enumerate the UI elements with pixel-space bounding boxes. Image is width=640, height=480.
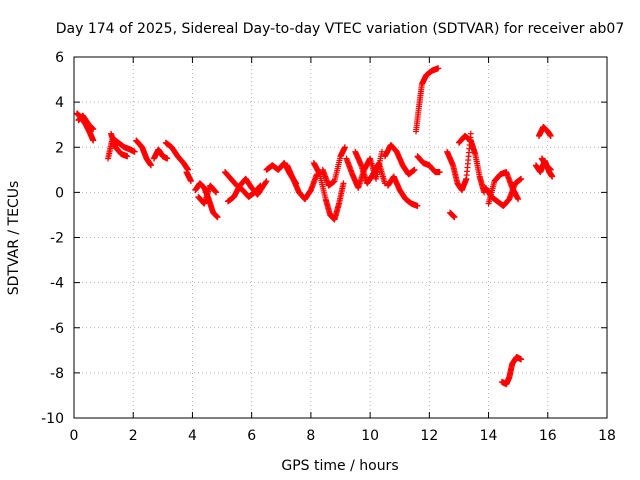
x-tick-label: 16	[539, 428, 557, 444]
y-tick-label: -2	[50, 231, 64, 247]
x-axis-title: GPS time / hours	[281, 458, 398, 474]
data-point	[436, 169, 443, 176]
grid	[74, 57, 607, 418]
y-tick-label: -6	[50, 321, 64, 337]
x-tick-label: 2	[129, 428, 138, 444]
data-point	[549, 173, 556, 180]
data-point	[263, 178, 270, 185]
tick-labels: 0 2 4 6 8 10 12 14 16 18 -10 -8 -6 -4 -2 0 2 4 6	[41, 50, 616, 444]
data-point	[213, 189, 220, 196]
x-tick-label: 12	[420, 428, 438, 444]
data-point	[515, 196, 522, 203]
data-points	[73, 65, 556, 388]
data-point	[262, 179, 269, 186]
plot-frame	[73, 56, 608, 419]
y-tick-label: -10	[41, 411, 64, 427]
data-point	[378, 148, 385, 155]
data-point	[451, 214, 458, 221]
x-tick-label: 8	[306, 428, 315, 444]
chart-title: Day 174 of 2025, Sidereal Day-to-day VTE…	[56, 21, 625, 37]
x-tick-label: 10	[361, 428, 379, 444]
data-point	[90, 137, 97, 144]
data-point	[124, 153, 131, 160]
x-tick-label: 6	[247, 428, 256, 444]
x-tick-label: 4	[188, 428, 197, 444]
data-point	[518, 356, 525, 363]
data-point	[411, 166, 418, 173]
y-tick-label: -4	[50, 276, 64, 292]
y-tick-label: 6	[55, 50, 64, 66]
axis-ticks	[73, 56, 608, 419]
data-point	[547, 132, 554, 139]
data-point	[147, 162, 154, 169]
y-tick-label: 2	[55, 140, 64, 156]
y-tick-label: -8	[50, 366, 64, 382]
data-point	[435, 65, 442, 72]
data-point	[467, 130, 474, 137]
data-point	[518, 175, 525, 182]
y-tick-label: 0	[55, 185, 64, 201]
data-point	[187, 178, 194, 185]
data-point	[414, 202, 421, 209]
data-point	[341, 144, 348, 151]
y-tick-label: 4	[55, 95, 64, 111]
data-point	[90, 126, 97, 133]
x-tick-label: 0	[70, 428, 79, 444]
x-tick-label: 18	[598, 428, 616, 444]
data-point	[214, 214, 221, 221]
data-point	[164, 155, 171, 162]
data-point	[547, 166, 554, 173]
data-point	[340, 180, 347, 187]
data-point	[131, 148, 138, 155]
x-tick-label: 14	[480, 428, 498, 444]
y-axis-title: SDTVAR / TECUs	[6, 181, 22, 296]
